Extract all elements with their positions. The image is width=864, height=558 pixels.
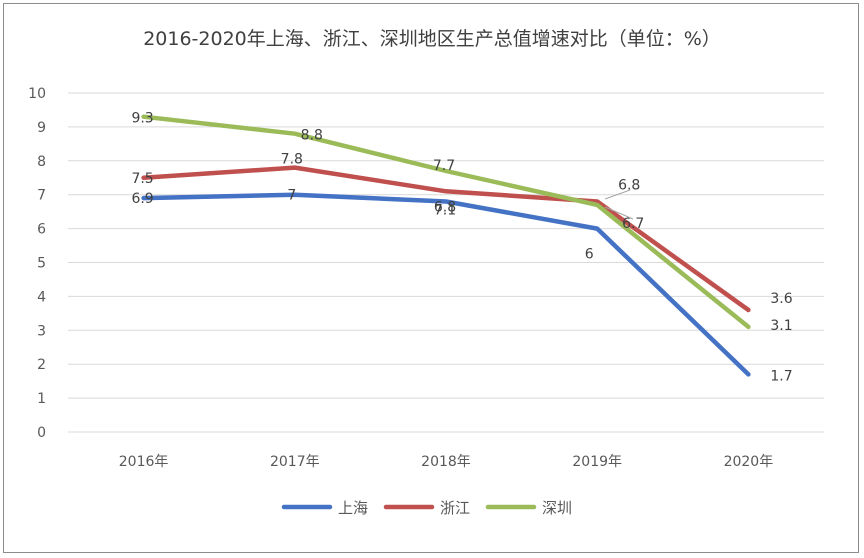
y-tick-label: 8 <box>37 154 46 170</box>
legend: 上海 浙江 深圳 <box>281 499 572 517</box>
y-tick-label: 7 <box>37 188 46 204</box>
y-tick-label: 10 <box>28 86 46 102</box>
x-tick-label: 2018年 <box>421 454 471 470</box>
y-tick-label: 0 <box>37 425 46 441</box>
x-tick-label: 2020年 <box>724 454 774 470</box>
y-tick-label: 2 <box>37 357 46 373</box>
leader-lines <box>604 189 634 220</box>
data-labels: 6.9 76.861.77.57.87.16.83.69.38.87.76.73.… <box>131 111 792 385</box>
series-line <box>141 192 751 377</box>
data-label: 7 <box>287 188 296 204</box>
legend-label: 上海 <box>338 499 368 517</box>
y-tick-label: 1 <box>37 391 46 407</box>
data-label: 7.1 <box>434 202 456 218</box>
data-label: 9.3 <box>131 111 153 127</box>
y-tick-label: 4 <box>37 289 46 305</box>
y-tick-label: 5 <box>37 256 46 272</box>
series-line <box>141 114 751 330</box>
chart-title: 2016-2020年上海、浙江、深圳地区生产总值增速对比（单位：%） <box>143 28 721 50</box>
legend-label: 浙江 <box>440 499 470 517</box>
data-label: 6.9 <box>131 191 153 207</box>
data-label: 6.8 <box>618 177 640 193</box>
x-tick-label: 2017年 <box>270 454 320 470</box>
y-tick-label: 3 <box>37 323 46 339</box>
data-label: 6.7 <box>622 216 644 232</box>
series-line <box>141 165 751 313</box>
data-label: 6.8 <box>434 199 456 215</box>
data-label: 7.5 <box>131 171 153 187</box>
data-label: 3.1 <box>770 318 792 334</box>
legend-label: 深圳 <box>542 499 572 517</box>
y-tick-label: 9 <box>37 120 46 136</box>
data-label: 1.7 <box>770 368 792 384</box>
x-axis-ticks: 2016年 2017年 2018年 2019年 2020年 <box>119 454 773 470</box>
chart-frame: 2016-2020年上海、浙江、深圳地区生产总值增速对比（单位：%） 0 1 2 3 4… <box>3 3 859 553</box>
x-tick-label: 2016年 <box>119 454 169 470</box>
data-label: 7.7 <box>433 158 455 174</box>
gridlines <box>68 92 824 433</box>
leader-line <box>604 189 631 200</box>
data-label: 6 <box>585 247 594 263</box>
leader-line <box>604 206 634 220</box>
data-label: 8.8 <box>301 128 323 144</box>
y-tick-label: 6 <box>37 222 46 238</box>
y-axis-ticks: 0 1 2 3 4 5 6 7 8 9 10 <box>28 86 46 441</box>
x-tick-label: 2019年 <box>572 454 622 470</box>
data-label: 7.8 <box>281 152 303 168</box>
chart-svg: 2016-2020年上海、浙江、深圳地区生产总值增速对比（单位：%） 0 1 2 3 4… <box>28 28 824 517</box>
series-lines <box>141 114 751 377</box>
data-label: 3.6 <box>770 291 792 307</box>
